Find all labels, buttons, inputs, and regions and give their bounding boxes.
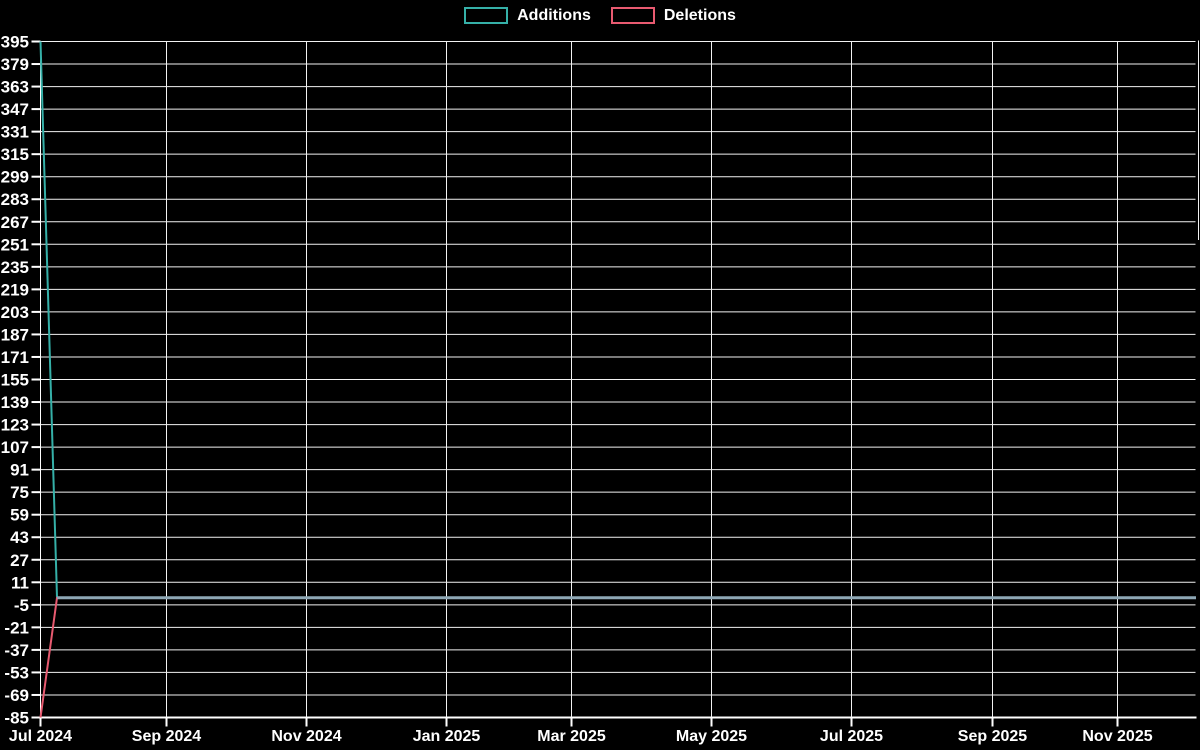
y-tick-label: 283	[1, 190, 29, 209]
y-tick-label: 27	[10, 551, 29, 570]
y-tick-label: 395	[1, 33, 29, 52]
y-tick-label: -53	[4, 663, 29, 682]
y-tick-label: 11	[11, 573, 29, 592]
y-tick-label: 43	[10, 528, 29, 547]
y-tick-label: 187	[1, 325, 29, 344]
x-tick-label: Nov 2025	[1082, 728, 1152, 745]
y-tick-label: 347	[1, 100, 29, 119]
y-tick-label: -37	[4, 641, 29, 660]
x-tick-label: Jul 2025	[820, 728, 883, 745]
legend-swatch-additions	[464, 7, 509, 24]
y-tick-label: 235	[1, 258, 29, 277]
y-tick-label: 155	[1, 371, 29, 390]
y-tick-label: 139	[1, 393, 29, 412]
legend-label-additions: Additions	[517, 6, 591, 24]
y-tick-label: 363	[1, 78, 29, 97]
y-tick-label: 123	[1, 416, 29, 435]
y-tick-label: 331	[1, 123, 29, 142]
y-tick-label: 251	[1, 235, 29, 254]
x-tick-label: May 2025	[676, 728, 747, 745]
deletions-line	[39, 596, 1196, 718]
legend-item-deletions[interactable]: Deletions	[610, 6, 736, 24]
y-tick-label: 219	[1, 280, 29, 299]
legend-swatch-deletions	[610, 7, 655, 24]
y-tick-label: 379	[1, 55, 29, 74]
y-tick-label: 75	[10, 483, 29, 502]
legend-item-additions[interactable]: Additions	[464, 7, 591, 24]
y-tick-label: -85	[4, 709, 29, 728]
y-tick-label: 203	[1, 303, 29, 322]
chart-legend: Additions Deletions	[0, 7, 1200, 24]
y-tick-label: 107	[1, 438, 29, 457]
y-tick-label: 59	[10, 506, 29, 525]
x-tick-label: Sep 2024	[132, 728, 201, 745]
y-tick-label: 171	[1, 348, 29, 367]
x-tick-label: Sep 2025	[958, 728, 1027, 745]
y-tick-label: 315	[1, 145, 29, 164]
x-tick-label: Jan 2025	[413, 728, 481, 745]
x-tick-label: Jul 2024	[9, 728, 72, 745]
y-tick-label: -21	[4, 618, 29, 637]
legend-label-deletions: Deletions	[663, 6, 736, 24]
y-tick-label: 91	[10, 461, 29, 480]
x-tick-label: Mar 2025	[537, 728, 606, 745]
y-tick-label: 267	[1, 213, 29, 232]
y-tick-label: -5	[14, 596, 29, 615]
x-tick-label: Nov 2024	[271, 728, 341, 745]
y-tick-label: -69	[4, 686, 29, 705]
y-tick-label: 299	[1, 168, 29, 187]
